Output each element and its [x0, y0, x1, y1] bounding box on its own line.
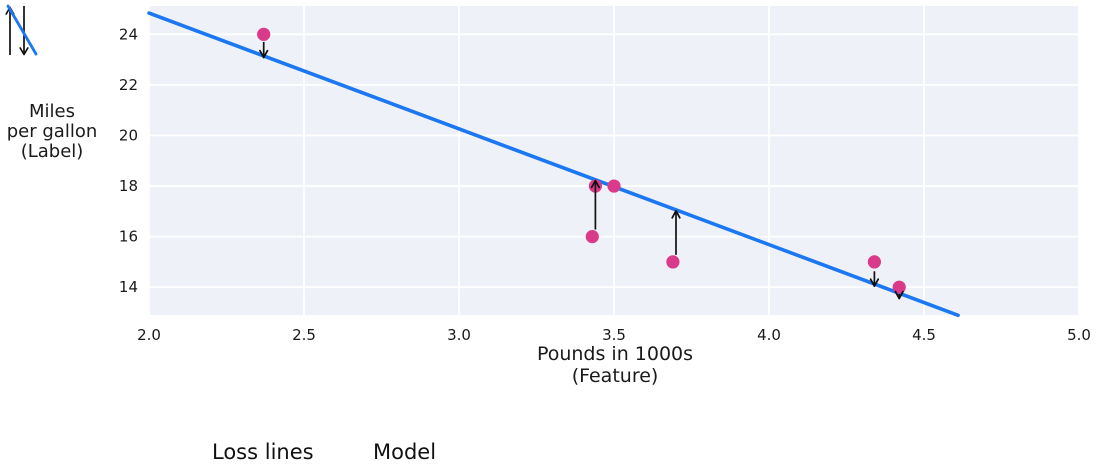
y-tick-label: 16: [119, 228, 138, 246]
y-tick-label: 22: [119, 76, 138, 94]
loss-arrow-head: [869, 278, 880, 288]
data-point: [585, 230, 599, 244]
model-line-icon: [6, 4, 38, 56]
loss-arrow-head: [590, 179, 601, 189]
x-tick-label: 4.0: [757, 326, 781, 344]
data-point: [257, 27, 271, 41]
loss-arrow-head: [259, 49, 269, 59]
loss-arrow-head: [894, 290, 904, 300]
model-line: [147, 11, 960, 318]
loss-arrow-head: [671, 209, 681, 219]
data-point: [867, 255, 882, 269]
data-point: [892, 280, 906, 294]
x-tick-label: 2.5: [292, 326, 316, 344]
y-tick-label: 24: [119, 25, 138, 43]
x-tick-label: 3.5: [602, 326, 626, 344]
y-axis-label: Miles per gallon (Label): [6, 101, 98, 162]
data-point: [607, 179, 621, 193]
x-tick-label: 5.0: [1067, 326, 1091, 344]
legend-label-model: Model: [373, 440, 437, 464]
x-axis-label: Pounds in 1000s (Feature): [536, 343, 694, 387]
x-tick-label: 2.0: [137, 326, 161, 344]
data-point: [666, 255, 680, 269]
x-tick-label: 4.5: [912, 326, 936, 344]
y-tick-label: 20: [119, 126, 138, 144]
x-tick-label: 3.0: [447, 326, 471, 344]
legend-label-loss-lines: Loss lines: [212, 440, 314, 464]
y-tick-label: 18: [119, 177, 138, 195]
y-tick-label: 14: [119, 278, 138, 296]
